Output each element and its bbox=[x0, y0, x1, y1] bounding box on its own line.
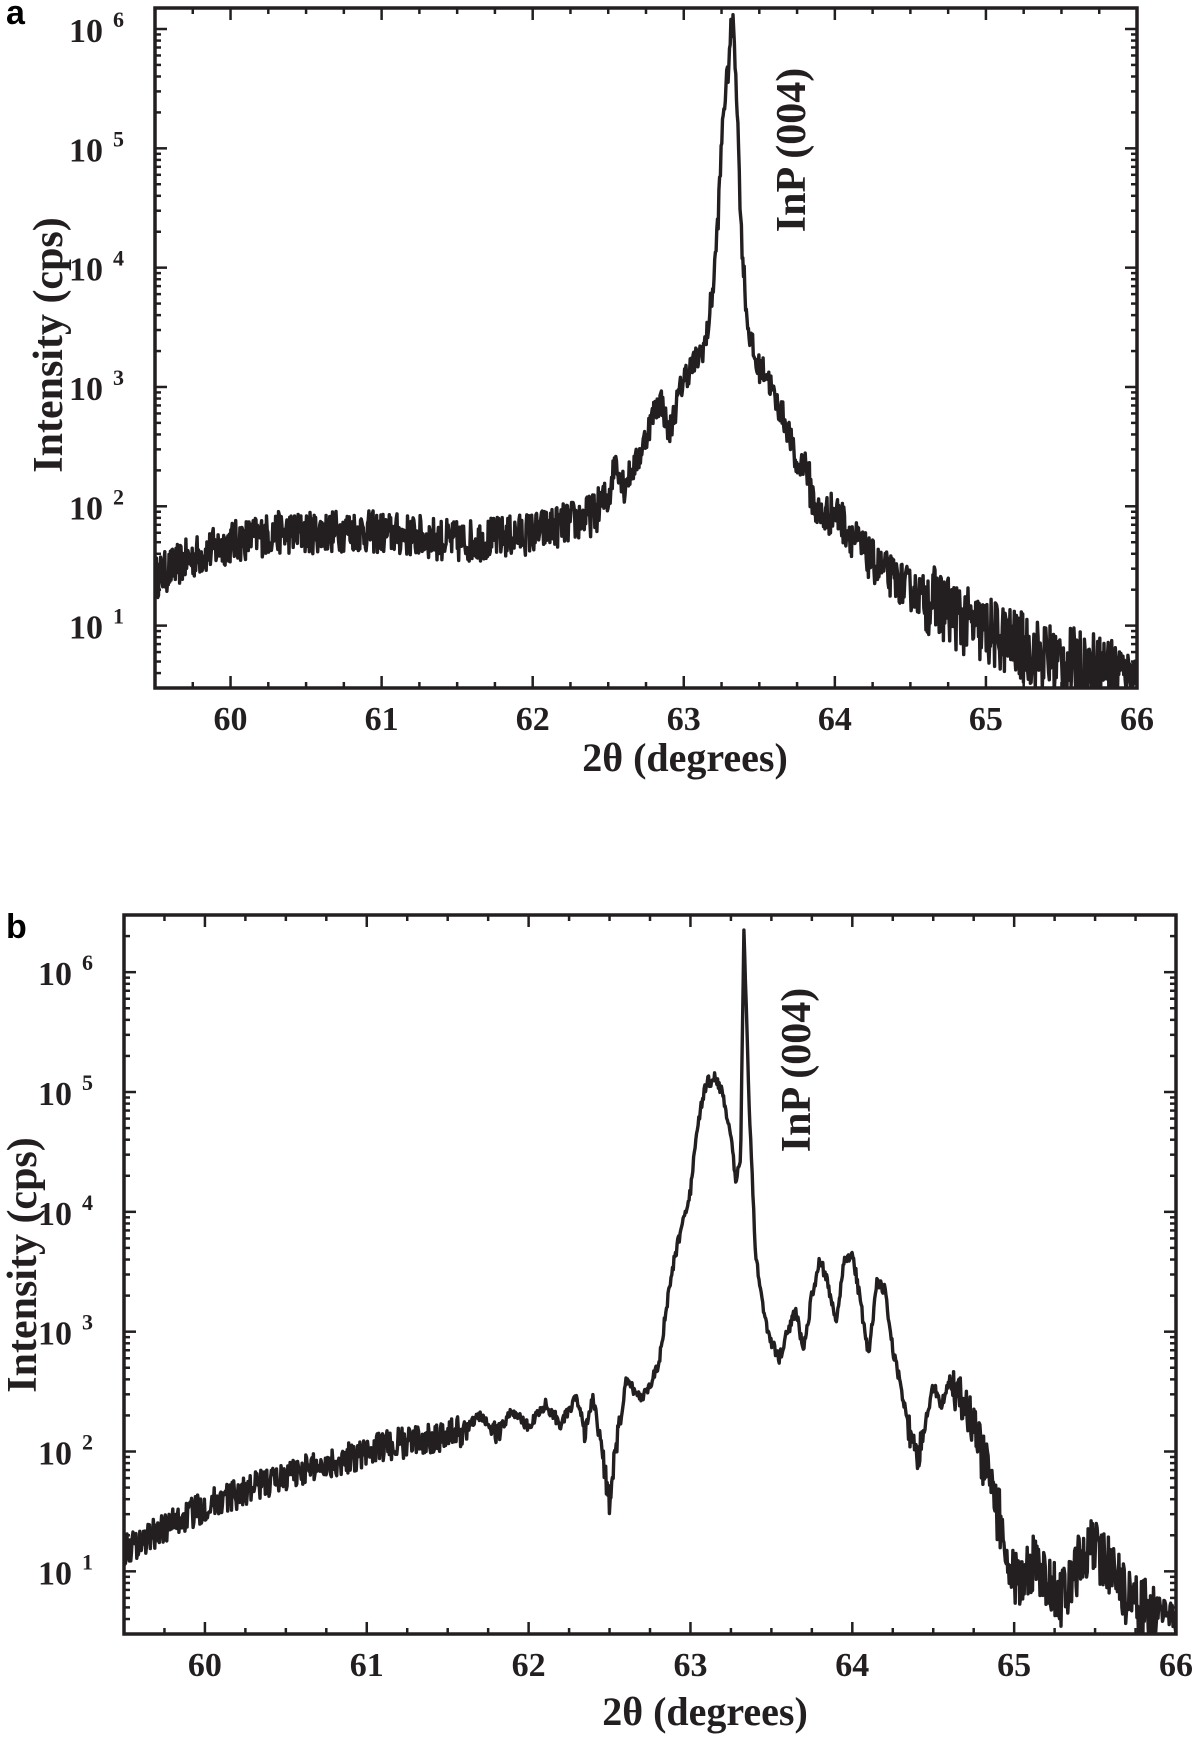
x-tick-label: 62 bbox=[512, 1647, 546, 1684]
x-tick-label: 60 bbox=[188, 1647, 222, 1684]
y-tick-label: 10 5 bbox=[69, 126, 124, 169]
chart-panel-a: a 60 61 62 63 64 65 66 10 1 10 2 10 3 10 4 10 5 10 6 2θ (de… bbox=[0, 0, 1200, 870]
chart-panel-b: b 60 61 62 63 64 65 66 10 1 10 2 10 3 10 4 10 5 10 6 2θ (de… bbox=[0, 870, 1200, 1751]
x-tick-label: 65 bbox=[997, 1647, 1031, 1684]
plot-frame bbox=[122, 913, 1178, 1636]
y-tick-label: 10 2 bbox=[38, 1430, 93, 1473]
x-tick-label: 64 bbox=[818, 701, 852, 738]
y-axis-label: Intensity (cps) bbox=[0, 1137, 46, 1393]
xrd-series-line bbox=[124, 928, 1176, 1634]
x-tick-label: 61 bbox=[350, 1647, 384, 1684]
y-ticks bbox=[155, 27, 1137, 690]
x-ticks bbox=[153, 8, 1139, 688]
x-tick-label: 61 bbox=[365, 701, 399, 738]
y-axis-label: Intensity (cps) bbox=[26, 217, 72, 473]
x-tick-label: 60 bbox=[214, 701, 248, 738]
x-tick-label: 66 bbox=[1120, 701, 1154, 738]
y-tick-label: 10 6 bbox=[69, 7, 124, 50]
x-tick-label: 63 bbox=[667, 701, 701, 738]
x-ticks bbox=[122, 915, 1178, 1634]
panel-letter-a: a bbox=[6, 0, 25, 32]
y-tick-label: 10 5 bbox=[38, 1070, 93, 1113]
y-tick-label: 10 4 bbox=[38, 1190, 93, 1233]
plot-frame bbox=[153, 6, 1139, 690]
x-tick-label: 66 bbox=[1159, 1647, 1193, 1684]
x-tick-label: 62 bbox=[516, 701, 550, 738]
x-axis-label: 2θ (degrees) bbox=[602, 1689, 808, 1734]
y-tick-label: 10 2 bbox=[69, 484, 124, 527]
y-tick-label: 10 3 bbox=[69, 365, 124, 408]
peak-annotation: InP (004) bbox=[774, 988, 820, 1153]
x-tick-label: 64 bbox=[835, 1647, 869, 1684]
y-tick-label: 10 1 bbox=[38, 1549, 93, 1592]
xrd-series-line bbox=[155, 13, 1137, 688]
x-axis-label: 2θ (degrees) bbox=[582, 735, 788, 780]
x-tick-label: 65 bbox=[969, 701, 1003, 738]
panel-letter-b: b bbox=[6, 908, 27, 946]
peak-annotation: InP (004) bbox=[769, 68, 815, 233]
y-tick-label: 10 3 bbox=[38, 1310, 93, 1353]
y-tick-label: 10 6 bbox=[38, 950, 93, 993]
y-tick-label: 10 1 bbox=[69, 604, 124, 647]
y-ticks bbox=[124, 913, 1176, 1636]
y-tick-label: 10 4 bbox=[69, 246, 124, 289]
x-tick-label: 63 bbox=[673, 1647, 707, 1684]
